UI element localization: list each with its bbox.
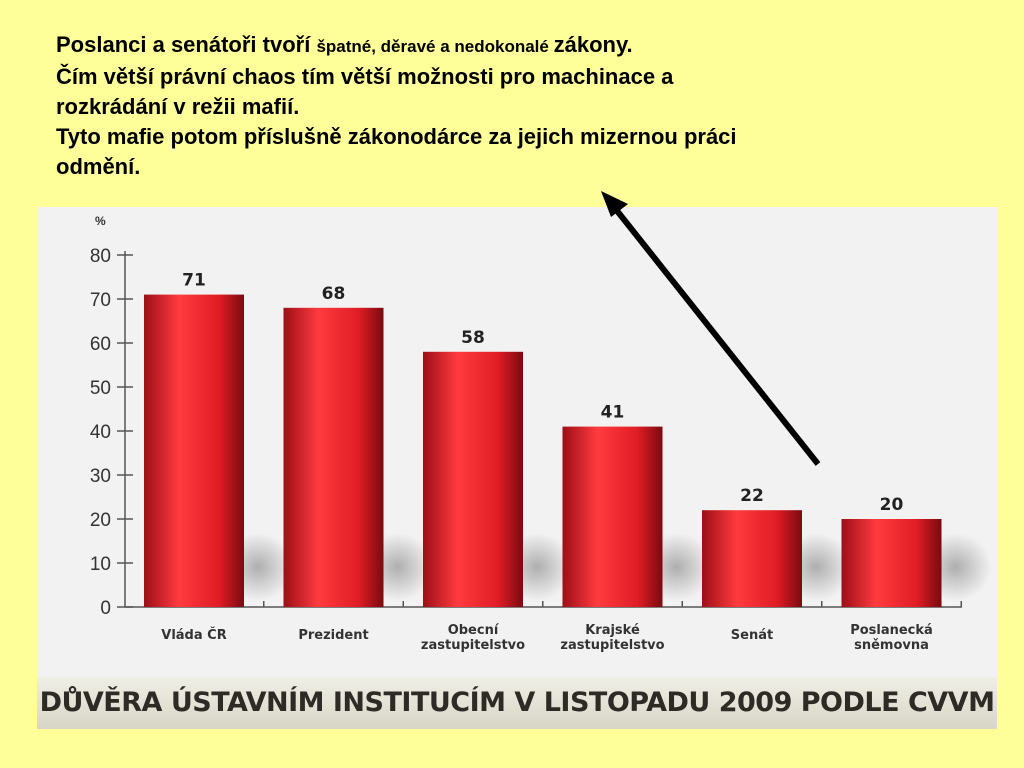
y-tick-label: 30 [90,466,111,487]
x-category-label: Prezident [298,628,368,643]
bar [283,307,384,607]
y-tick-label: 10 [90,554,111,575]
x-category-label: Poslanecká [850,623,933,638]
intro-text: Poslanci a senátoři tvoří špatné, děravé… [56,30,996,182]
y-axis-unit: % [95,214,106,228]
bar [562,426,663,607]
bar [423,351,523,607]
bar-value-label: 68 [322,284,346,304]
bar [841,519,942,607]
bar-value-label: 41 [601,403,625,423]
x-category-label: Senát [731,628,773,643]
y-tick-label: 80 [90,246,111,267]
bar [144,294,244,607]
intro-line-5: odmění. [56,154,141,179]
y-tick-label: 0 [100,598,111,619]
intro-line-2: Čím větší právní chaos tím větší možnost… [56,64,674,89]
x-category-label: sněmovna [854,638,929,653]
y-tick-label: 70 [90,290,111,311]
y-tick-label: 60 [90,334,111,355]
x-category-label: Obecní [448,623,500,638]
bar-value-label: 20 [880,495,904,515]
chart-panel: % 0 10 20 30 40 50 60 70 80 71 Vláda ČR 68 Prezident… [37,207,997,729]
y-tick-label: 20 [90,510,111,531]
bar-value-label: 22 [740,486,764,506]
bar-value-label: 58 [461,328,485,348]
y-tick-label: 50 [90,378,111,399]
x-category-label: Krajské [585,623,640,638]
bar [702,510,802,607]
bar-chart: % 0 10 20 30 40 50 60 70 80 71 Vláda ČR 68 Prezident… [90,214,992,653]
x-category-label: zastupitelstvo [421,638,525,653]
y-tick-label: 40 [90,422,111,443]
bar-value-label: 71 [182,271,206,291]
x-category-label: zastupitelstvo [560,638,664,653]
intro-line-1: Poslanci a senátoři tvoří špatné, děravé… [56,32,633,57]
intro-line-3: rozkrádání v režii mafií. [56,94,300,119]
intro-line-4: Tyto mafie potom příslušně zákonodárce z… [56,124,737,149]
x-category-label: Vláda ČR [161,627,226,643]
chart-title: DŮVĚRA ÚSTAVNÍM INSTITUCÍM V LISTOPADU 2… [37,677,997,729]
